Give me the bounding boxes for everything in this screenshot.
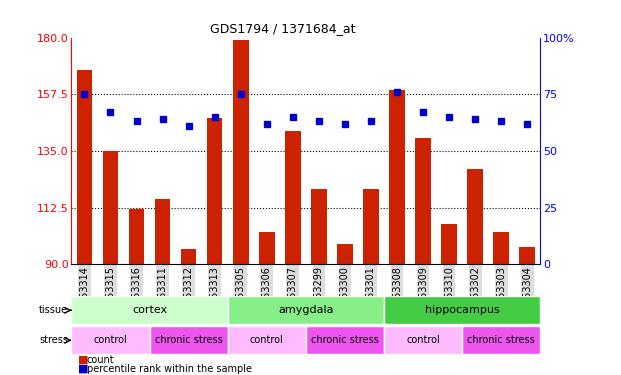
Bar <box>306 326 384 354</box>
Bar <box>129 209 144 264</box>
Text: control: control <box>250 335 284 345</box>
Text: control: control <box>406 335 440 345</box>
Bar <box>76 70 93 264</box>
Bar <box>493 232 509 264</box>
Bar <box>462 326 540 354</box>
Bar <box>415 138 431 264</box>
Bar <box>71 296 228 324</box>
Bar <box>468 169 483 264</box>
Text: ■: ■ <box>78 355 88 365</box>
Bar <box>363 189 379 264</box>
Text: ■: ■ <box>78 364 88 374</box>
Bar <box>259 232 274 264</box>
Text: chronic stress: chronic stress <box>311 335 379 345</box>
Bar <box>207 118 222 264</box>
Bar <box>311 189 327 264</box>
Text: count: count <box>87 355 114 365</box>
Text: stress: stress <box>39 335 68 345</box>
Bar <box>102 151 118 264</box>
Bar <box>71 326 150 354</box>
Bar <box>228 296 384 324</box>
Text: chronic stress: chronic stress <box>468 335 535 345</box>
Bar <box>519 247 535 264</box>
Bar <box>285 131 301 264</box>
Text: amygdala: amygdala <box>278 305 333 315</box>
Bar <box>384 296 540 324</box>
Bar <box>228 326 306 354</box>
Title: GDS1794 / 1371684_at: GDS1794 / 1371684_at <box>210 22 355 35</box>
Text: cortex: cortex <box>132 305 167 315</box>
Bar <box>181 249 196 264</box>
Bar <box>384 326 462 354</box>
Text: control: control <box>94 335 127 345</box>
Bar <box>233 40 248 264</box>
Bar <box>337 244 353 264</box>
Text: tissue: tissue <box>39 305 68 315</box>
Bar <box>442 224 457 264</box>
Text: hippocampus: hippocampus <box>425 305 499 315</box>
Text: chronic stress: chronic stress <box>155 335 222 345</box>
Bar <box>389 90 405 264</box>
Bar <box>155 199 170 264</box>
Text: percentile rank within the sample: percentile rank within the sample <box>87 364 252 374</box>
Bar <box>150 326 228 354</box>
